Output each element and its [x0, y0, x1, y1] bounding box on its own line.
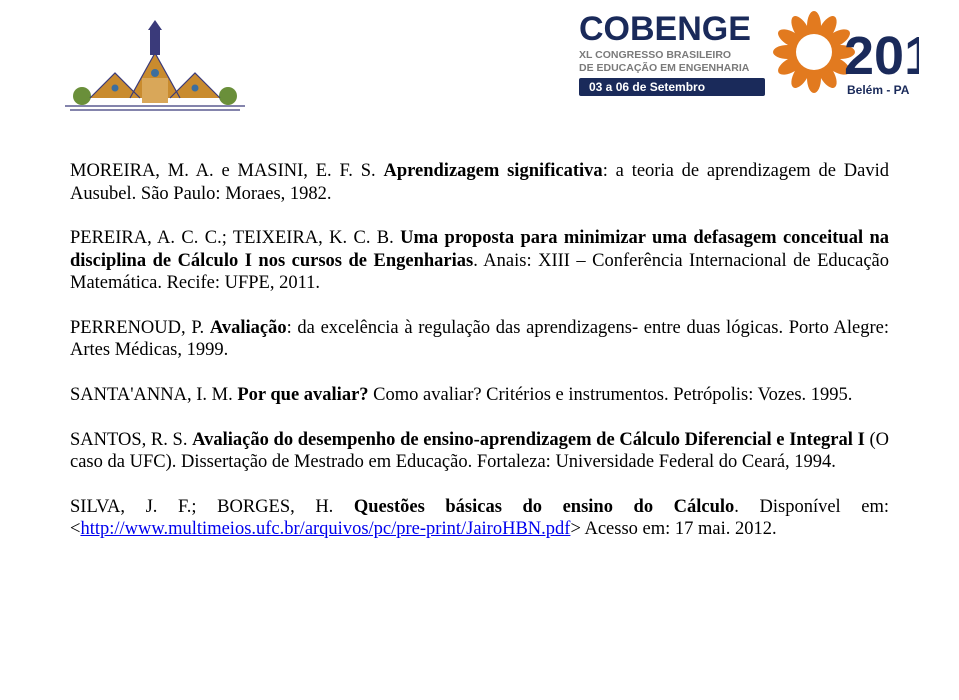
ref-title: Aprendizagem significativa: [383, 161, 602, 181]
ref-pre: PERRENOUD, P.: [70, 318, 210, 338]
references-section: MOREIRA, M. A. e MASINI, E. F. S. Aprend…: [0, 130, 959, 541]
left-logo-icon: [60, 18, 250, 118]
cobenge-year: 2012: [844, 26, 919, 86]
ref-title: Por que avaliar?: [237, 385, 368, 405]
ref-link[interactable]: http://www.multimeios.ufc.br/arquivos/pc…: [80, 519, 570, 539]
ref-post: Como avaliar? Critérios e instrumentos. …: [369, 385, 853, 405]
cobenge-city: Belém - PA: [847, 83, 910, 97]
ref-pre: PEREIRA, A. C. C.; TEIXEIRA, K. C. B.: [70, 228, 400, 248]
reference-entry: PERRENOUD, P. Avaliação: da excelência à…: [70, 317, 889, 362]
ref-pre: MOREIRA, M. A. e MASINI, E. F. S.: [70, 161, 383, 181]
ref-title: Avaliação do desempenho de ensino-aprend…: [192, 430, 865, 450]
reference-entry: MOREIRA, M. A. e MASINI, E. F. S. Aprend…: [70, 160, 889, 205]
reference-entry: SILVA, J. F.; BORGES, H. Questões básica…: [70, 496, 889, 541]
ref-title: Questões básicas do ensino do Cálculo: [354, 497, 734, 517]
right-logo-icon: COBENGE XL CONGRESSO BRASILEIRO DE EDUCA…: [579, 8, 919, 123]
ref-title: Avaliação: [210, 318, 287, 338]
ref-pre: SANTOS, R. S.: [70, 430, 192, 450]
cobenge-dates: 03 a 06 de Setembro: [589, 80, 705, 94]
cobenge-title: COBENGE: [579, 10, 751, 48]
cobenge-sub2: DE EDUCAÇÃO EM ENGENHARIA: [579, 61, 750, 74]
ref-pre: SILVA, J. F.; BORGES, H.: [70, 497, 354, 517]
reference-entry: PEREIRA, A. C. C.; TEIXEIRA, K. C. B. Um…: [70, 227, 889, 295]
ref-pre: SANTA'ANNA, I. M.: [70, 385, 237, 405]
page-header: COBENGE XL CONGRESSO BRASILEIRO DE EDUCA…: [0, 0, 959, 130]
reference-entry: SANTOS, R. S. Avaliação do desempenho de…: [70, 429, 889, 474]
cobenge-sub1: XL CONGRESSO BRASILEIRO: [579, 49, 731, 61]
reference-entry: SANTA'ANNA, I. M. Por que avaliar? Como …: [70, 384, 889, 407]
ref-post-after-link: > Acesso em: 17 mai. 2012.: [570, 519, 776, 539]
